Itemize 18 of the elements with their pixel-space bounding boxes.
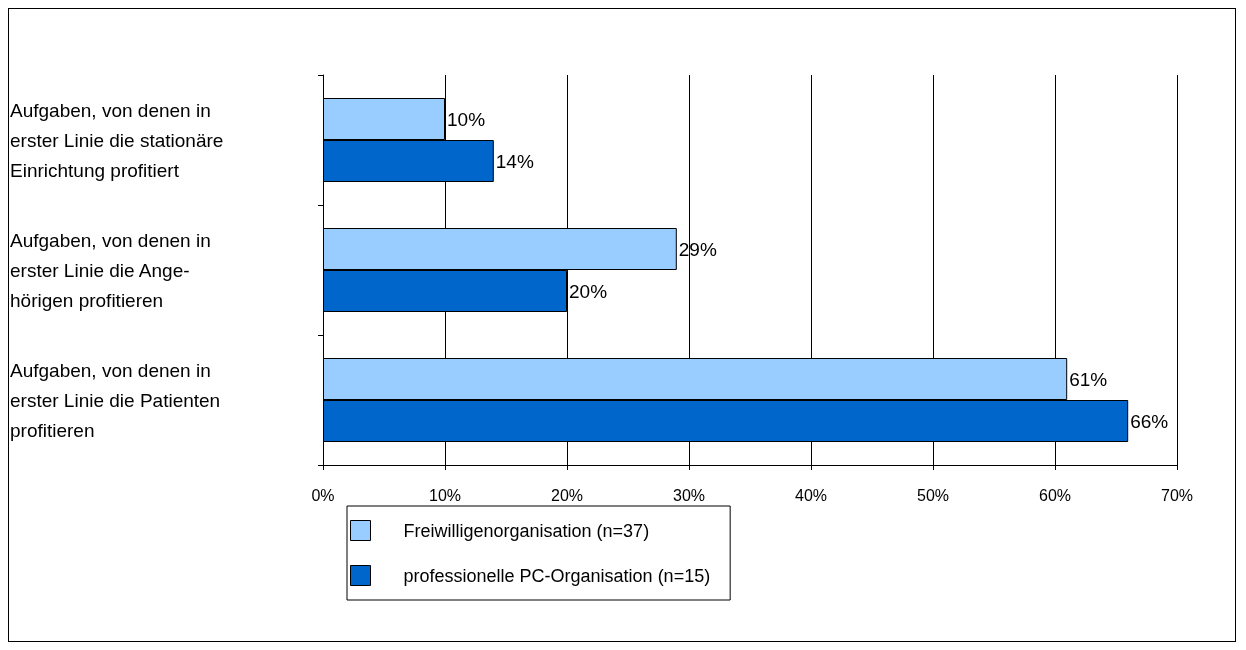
data-label: 20% [569, 280, 608, 302]
x-tick-label: 30% [672, 486, 706, 504]
data-label: 66% [1130, 410, 1169, 432]
x-tick-label: 40% [794, 486, 828, 504]
x-tick-label: 20% [550, 486, 584, 504]
x-tick-label: 70% [1160, 486, 1194, 504]
y-tick-label: Aufgaben, von denen in erster Linie die Ange- hörigen profitieren [10, 229, 211, 311]
x-tick-label: 60% [1038, 486, 1072, 504]
x-tick-label: 10% [428, 486, 462, 504]
x-tick-label: 0% [311, 486, 335, 504]
data-label: 10% [447, 108, 486, 130]
x-tick-label: 50% [916, 486, 950, 504]
legend-label: professionelle PC-Organisation (n=15) [403, 565, 711, 586]
y-tick-label: Aufgaben, von denen in erster Linie die Patienten profitieren [10, 359, 221, 441]
legend-label: Freiwilligenorganisation (n=37) [403, 520, 650, 541]
y-tick-label: Aufgaben, von denen in erster Linie die stationäre Einrichtung profitiert [10, 99, 224, 181]
data-label: 14% [495, 150, 534, 172]
data-label: 61% [1069, 368, 1108, 390]
